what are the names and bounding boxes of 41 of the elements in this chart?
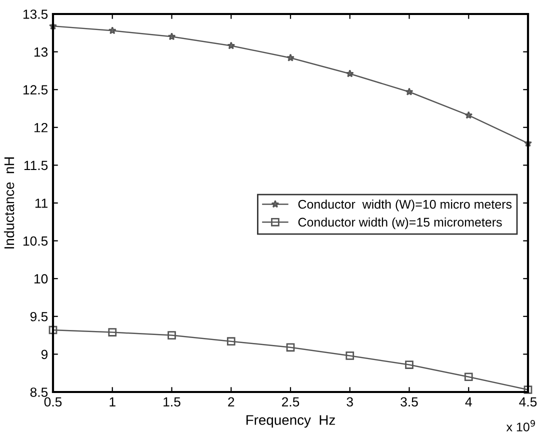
point xyxy=(226,337,236,346)
point xyxy=(524,386,532,394)
y-tick-label: 13 xyxy=(34,47,48,57)
point xyxy=(168,331,176,340)
text: x 10$^{9}$ xyxy=(506,420,535,432)
point xyxy=(346,352,354,360)
point xyxy=(286,54,294,62)
x-tick-label: 1 xyxy=(110,397,116,406)
x-axis-title: Frequency Hz xyxy=(246,415,335,428)
legend-label: Conductor width (W)=10 micro meters xyxy=(298,200,512,212)
x-tick-label: 1.5 xyxy=(164,397,180,407)
y-axis-title: Inductance nH xyxy=(4,157,14,248)
x-tick-label: 2.5 xyxy=(282,397,300,407)
x-tick-label: 2 xyxy=(228,397,234,406)
legend-label: Conductor width (w)=15 micrometers xyxy=(298,217,502,230)
x-tick-label: 3 xyxy=(346,397,353,407)
point xyxy=(286,343,295,352)
point xyxy=(464,372,473,382)
x-tick-label: 4.5 xyxy=(519,397,537,407)
point xyxy=(227,42,236,50)
y-tick-label: 10 xyxy=(34,274,48,284)
x-tick-label: 3.5 xyxy=(400,397,418,407)
point xyxy=(168,32,176,40)
point xyxy=(346,70,354,78)
y-tick-label: 9 xyxy=(41,350,48,360)
point xyxy=(405,360,414,369)
y-tick-label: 8.5 xyxy=(30,388,48,397)
y-tick-label: 13.5 xyxy=(23,10,48,19)
y-tick-label: 12 xyxy=(34,122,48,132)
x-tick-label: 0.5 xyxy=(44,397,62,407)
y-tick-label: 9.5 xyxy=(30,312,48,322)
point xyxy=(464,111,473,119)
point xyxy=(405,88,414,96)
point xyxy=(48,326,58,334)
y-tick-label: 11 xyxy=(35,198,48,208)
point xyxy=(108,26,116,34)
y-tick-label: 10.5 xyxy=(23,236,48,246)
y-tick-label: 11.5 xyxy=(24,160,48,170)
point xyxy=(108,328,117,336)
y-tick-label: 12.5 xyxy=(23,85,48,95)
x-tick-label: 4 xyxy=(465,397,472,406)
